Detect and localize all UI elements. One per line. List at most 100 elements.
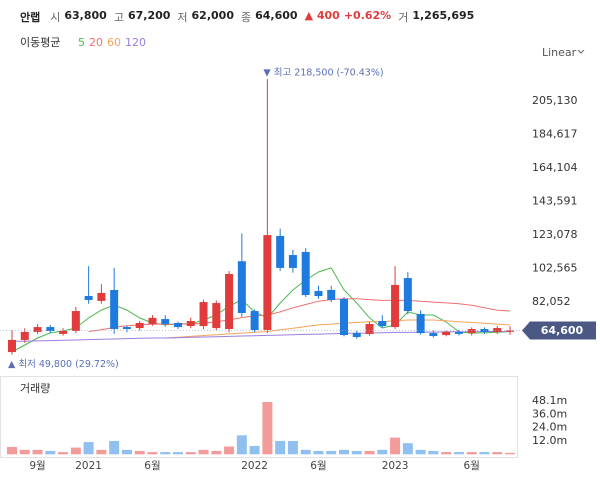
candle-body [391, 284, 400, 328]
value: 64,600 [255, 9, 298, 22]
volume-bar [275, 440, 286, 455]
volume-bar [287, 440, 298, 455]
volume-bar [45, 450, 56, 455]
candle-body [506, 330, 514, 332]
volume-bar [402, 443, 413, 455]
candle-body [480, 329, 489, 332]
volume-bar [262, 402, 273, 455]
candle-body [148, 317, 157, 324]
volume-bar [479, 452, 490, 455]
volume-bar [313, 450, 324, 455]
candle-body [20, 331, 29, 340]
candle-body [122, 327, 131, 330]
y-tick-label: 123,078 [532, 228, 578, 241]
volume-bar [7, 446, 17, 455]
volume-panel [0, 376, 518, 458]
candle-body [442, 331, 451, 336]
volume-bar [441, 452, 452, 455]
label: 시 [50, 11, 61, 24]
candle-body [110, 289, 119, 330]
volume-bar [351, 450, 362, 455]
volume-bar [390, 437, 401, 455]
volume-tick-label: 36.0m [532, 407, 567, 420]
volume-title: 거래량 [20, 382, 50, 395]
candle-body [467, 329, 476, 334]
candle-body [33, 327, 42, 332]
volume-bar [415, 449, 426, 455]
ma-legend: 20 [89, 36, 103, 49]
label: 종 [240, 11, 252, 24]
candle-body [46, 327, 55, 331]
volume-bar [121, 449, 132, 455]
volume-tick-label: 24.0m [532, 421, 567, 434]
candle-body [135, 322, 144, 329]
volume-bar [185, 452, 196, 455]
candle-body [288, 255, 297, 268]
x-tick-label: 6월 [464, 460, 480, 472]
volume-bar [377, 449, 388, 455]
y-tick-label: 102,565 [532, 261, 578, 274]
volume-bar [32, 449, 43, 455]
stock-name: 안랩 [20, 11, 41, 24]
candle-body [161, 319, 170, 324]
ma-line [88, 298, 511, 332]
volume-tick-label: 12.0m [532, 434, 567, 447]
candle-body [352, 333, 361, 338]
candle-body [199, 302, 208, 327]
volume-bar [109, 440, 120, 455]
volume-bar [147, 452, 158, 455]
volume-bar [96, 449, 107, 455]
ma-label: 이동평균 [20, 36, 60, 49]
volume-bar [339, 449, 349, 455]
volume-bar [19, 449, 30, 455]
low-annotation: ▲ 최저 49,800 (29.72%) [8, 359, 119, 370]
candle-body [416, 313, 425, 334]
x-tick-label: 2022 [241, 460, 268, 472]
candle-body [403, 278, 412, 312]
candle-body [71, 311, 80, 331]
candle-body [263, 235, 272, 330]
y-tick-label: 82,052 [532, 295, 571, 308]
ma-legend: 120 [125, 36, 146, 49]
x-tick-label: 6월 [144, 460, 160, 472]
chevron[interactable] [577, 49, 585, 54]
volume-bar [160, 452, 171, 455]
volume-bar [492, 452, 503, 455]
volume-bar [173, 452, 183, 455]
value: 63,800 [64, 9, 107, 22]
candle-body [301, 251, 310, 296]
price-tag [522, 321, 596, 340]
candle-body [454, 331, 463, 334]
candle-body [225, 273, 234, 330]
candle-body [237, 261, 246, 314]
value: 62,000 [191, 9, 234, 22]
value: 67,200 [127, 9, 171, 22]
candle-body [276, 235, 285, 268]
volume-bar [249, 445, 260, 455]
change-pct: +0.62% [343, 9, 392, 22]
value: 1,265,695 [412, 9, 475, 22]
candle-body [212, 303, 221, 329]
candle-body [186, 321, 195, 327]
candle-body [250, 311, 259, 330]
volume-bar [466, 452, 477, 455]
ma-line [165, 319, 511, 339]
candle-body [59, 330, 68, 334]
volume-bar [236, 435, 247, 455]
ma-legend: 5 [78, 36, 85, 49]
scale-label[interactable]: Linear [542, 46, 577, 59]
x-tick-label: 6월 [310, 460, 326, 472]
volume-bar [505, 452, 515, 455]
volume-bar [224, 446, 235, 455]
y-tick-label: 164,104 [532, 161, 578, 174]
candle-body [327, 289, 336, 300]
candle-body [340, 298, 348, 336]
volume-bar [198, 449, 209, 455]
candle-body [84, 296, 93, 300]
y-tick-label: 143,591 [532, 194, 578, 207]
candle-body [174, 322, 182, 328]
ma-line [12, 331, 510, 342]
quote-header: 안랩 시 63,800 고 67,200 저 62,000 종 64,600 ▲… [20, 9, 477, 25]
volume-bar [428, 450, 439, 455]
